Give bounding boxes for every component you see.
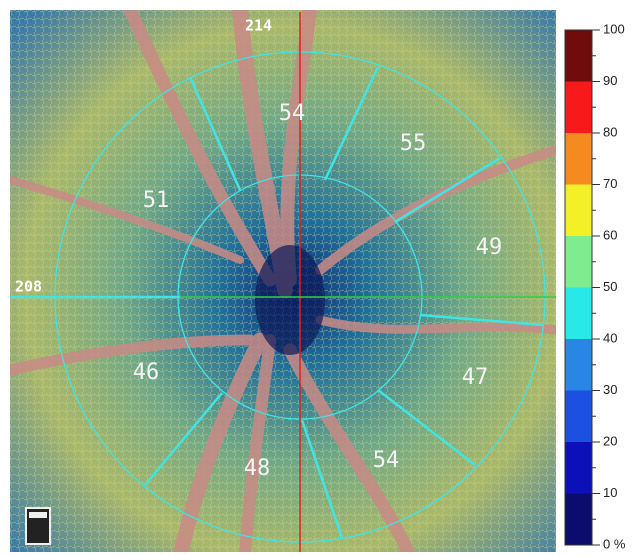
colorbar-tick-label: 20 (603, 433, 617, 448)
colorbar-band (565, 494, 592, 546)
colorbar-band (565, 185, 592, 237)
colorbar-band (565, 339, 592, 391)
colorbar-tick-label: 70 (603, 176, 617, 191)
colorbar-band (565, 82, 592, 134)
sector-value: 54 (373, 448, 400, 473)
colorbar-band (565, 442, 592, 494)
sector-value: 49 (476, 235, 503, 260)
colorbar-band (565, 236, 592, 288)
oct-angiography-view: 214 208 54 55 49 47 54 48 46 51 0 % 10 20 3… (0, 0, 636, 556)
colorbar-tick-label: 90 (603, 73, 617, 88)
colorbar-band (565, 133, 592, 185)
colorbar-tick-label: 10 (603, 485, 617, 500)
colorbar-tick-label: 30 (603, 382, 617, 397)
fundus-image (10, 10, 556, 556)
sector-value: 46 (133, 360, 160, 385)
sector-value: 55 (400, 131, 427, 156)
top-label: 214 (245, 17, 272, 35)
colorbar-band (565, 288, 592, 340)
colorbar-tick-label: 50 (603, 279, 617, 294)
sector-value: 54 (279, 101, 306, 126)
colorbar-tick-label: 0 % (603, 536, 626, 551)
colorbar: 0 % 10 20 30 40 50 60 70 80 90 100 (565, 21, 626, 551)
colorbar-band (565, 391, 592, 443)
sector-value: 51 (143, 188, 170, 213)
colorbar-tick-label: 40 (603, 330, 617, 345)
left-label: 208 (15, 278, 42, 296)
colorbar-band (565, 30, 592, 82)
colorbar-tick-label: 100 (603, 21, 625, 36)
sector-value: 48 (244, 456, 271, 481)
colorbar-tick-label: 60 (603, 227, 617, 242)
battery-icon (26, 508, 50, 544)
colorbar-tick-label: 80 (603, 124, 617, 139)
sector-value: 47 (462, 365, 489, 390)
